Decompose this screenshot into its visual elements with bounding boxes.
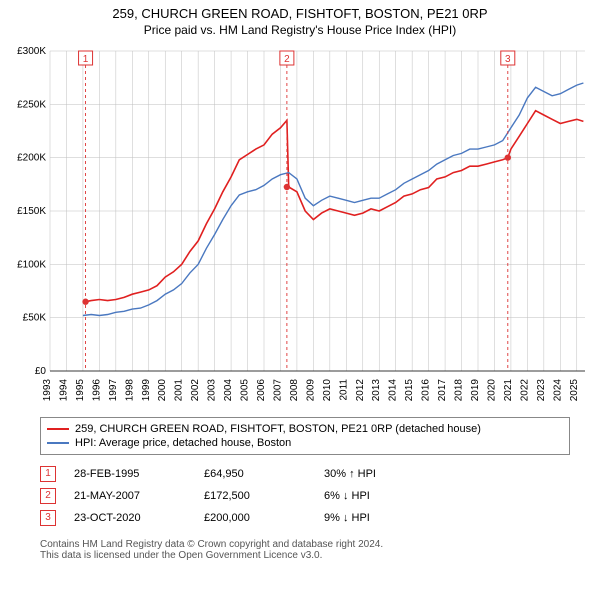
event-table: 1 28-FEB-1995£64,95030% ↑ HPI 2 21-MAY-2007…: [40, 463, 570, 529]
event-price: £64,950: [204, 468, 324, 480]
legend-swatch: [47, 428, 69, 430]
event-badge: 3: [40, 510, 56, 526]
price-chart: £0 £50K £100K £150K £200K £250K £300K 1993 1994 1…: [0, 41, 600, 411]
svg-text:2016: 2016: [421, 379, 432, 402]
event-row: 3 23-OCT-2020£200,0009% ↓ HPI: [40, 507, 570, 529]
svg-text:1996: 1996: [91, 379, 102, 402]
footer-attribution: Contains HM Land Registry data © Crown c…: [40, 539, 570, 569]
svg-text:2004: 2004: [223, 379, 234, 402]
svg-text:1995: 1995: [75, 379, 86, 402]
event-delta: 30% ↑ HPI: [324, 468, 376, 480]
legend-label: HPI: Average price, detached house, Bost…: [75, 437, 291, 449]
footer-line-2: This data is licensed under the Open Gov…: [40, 550, 570, 561]
svg-text:£150K: £150K: [17, 206, 46, 217]
svg-text:£0: £0: [35, 366, 47, 377]
svg-text:2011: 2011: [338, 379, 349, 401]
svg-text:1993: 1993: [42, 379, 53, 402]
svg-text:£250K: £250K: [17, 99, 46, 110]
svg-text:2023: 2023: [536, 379, 547, 402]
svg-text:2012: 2012: [355, 379, 366, 402]
svg-text:2018: 2018: [454, 379, 465, 402]
event-date: 23-OCT-2020: [74, 512, 204, 524]
legend-item: 259, CHURCH GREEN ROAD, FISHTOFT, BOSTON…: [47, 422, 563, 436]
svg-text:1998: 1998: [124, 379, 135, 402]
svg-text:2007: 2007: [272, 379, 283, 402]
event-row: 1 28-FEB-1995£64,95030% ↑ HPI: [40, 463, 570, 485]
chart-subtitle: Price paid vs. HM Land Registry's House …: [0, 21, 600, 41]
svg-text:2014: 2014: [388, 379, 399, 402]
svg-text:2008: 2008: [289, 379, 300, 402]
svg-text:2019: 2019: [470, 379, 481, 402]
legend-label: 259, CHURCH GREEN ROAD, FISHTOFT, BOSTON…: [75, 423, 481, 435]
svg-text:2005: 2005: [240, 379, 251, 402]
legend-item: HPI: Average price, detached house, Bost…: [47, 436, 563, 450]
svg-text:2025: 2025: [569, 379, 580, 402]
event-date: 21-MAY-2007: [74, 490, 204, 502]
event-badge: 2: [40, 488, 56, 504]
svg-text:3: 3: [505, 54, 511, 65]
svg-text:2003: 2003: [207, 379, 218, 402]
svg-text:£200K: £200K: [17, 153, 46, 164]
svg-text:2: 2: [284, 54, 290, 65]
event-row: 2 21-MAY-2007£172,5006% ↓ HPI: [40, 485, 570, 507]
svg-text:2000: 2000: [157, 379, 168, 402]
legend-box: 259, CHURCH GREEN ROAD, FISHTOFT, BOSTON…: [40, 417, 570, 455]
svg-text:2024: 2024: [552, 379, 563, 402]
svg-text:£50K: £50K: [23, 313, 47, 324]
chart-title: 259, CHURCH GREEN ROAD, FISHTOFT, BOSTON…: [0, 0, 600, 21]
event-price: £172,500: [204, 490, 324, 502]
footer-line-1: Contains HM Land Registry data © Crown c…: [40, 539, 570, 550]
event-date: 28-FEB-1995: [74, 468, 204, 480]
svg-text:2020: 2020: [486, 379, 497, 402]
svg-text:2009: 2009: [305, 379, 316, 402]
svg-text:2002: 2002: [190, 379, 201, 402]
event-delta: 6% ↓ HPI: [324, 490, 370, 502]
svg-text:2017: 2017: [437, 379, 448, 402]
svg-text:2022: 2022: [519, 379, 530, 402]
svg-text:1997: 1997: [108, 379, 119, 402]
svg-text:1: 1: [83, 54, 89, 65]
svg-text:2006: 2006: [256, 379, 267, 402]
svg-text:2015: 2015: [404, 379, 415, 402]
svg-text:2010: 2010: [322, 379, 333, 402]
svg-text:1999: 1999: [141, 379, 152, 402]
svg-text:2021: 2021: [503, 379, 514, 402]
event-price: £200,000: [204, 512, 324, 524]
svg-text:£100K: £100K: [17, 259, 46, 270]
event-badge: 1: [40, 466, 56, 482]
svg-text:2001: 2001: [174, 379, 185, 402]
svg-text:1994: 1994: [58, 379, 69, 402]
svg-text:2013: 2013: [371, 379, 382, 402]
svg-text:£300K: £300K: [17, 46, 46, 57]
event-delta: 9% ↓ HPI: [324, 512, 370, 524]
legend-swatch: [47, 442, 69, 444]
